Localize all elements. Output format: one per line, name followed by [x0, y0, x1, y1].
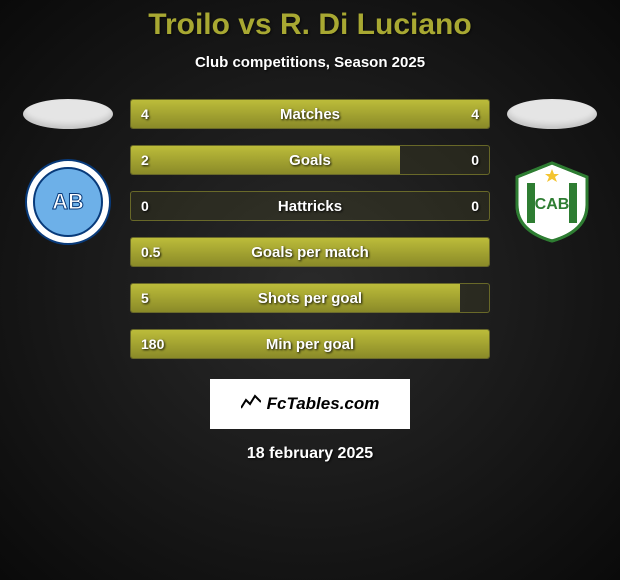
chart-icon — [241, 394, 261, 415]
stat-label: Matches — [131, 100, 489, 128]
club-badge-right: CAB — [509, 159, 595, 245]
source-logo-text: FcTables.com — [267, 394, 380, 414]
belgrano-badge-icon: AB — [25, 159, 111, 245]
club-badge-left: AB — [25, 159, 111, 245]
player-silhouette-right — [507, 99, 597, 129]
stat-row: 20Goals — [130, 145, 490, 175]
stat-label: Goals — [131, 146, 489, 174]
player-silhouette-left — [23, 99, 113, 129]
stat-row: 5Shots per goal — [130, 283, 490, 313]
page-title: Troilo vs R. Di Luciano — [0, 8, 620, 42]
stat-row: 00Hattricks — [130, 191, 490, 221]
left-player-col: AB — [18, 99, 118, 245]
right-player-col: CAB — [502, 99, 602, 245]
main-area: AB 44Matches 20Goals 00Hattricks 0.5Goals p… — [0, 99, 620, 359]
source-logo: FcTables.com — [210, 379, 410, 429]
stats-bars: 44Matches 20Goals 00Hattricks 0.5Goals per … — [130, 99, 490, 359]
stat-label: Min per goal — [131, 330, 489, 358]
stat-label: Goals per match — [131, 238, 489, 266]
svg-text:CAB: CAB — [535, 196, 570, 213]
stat-label: Hattricks — [131, 192, 489, 220]
date-label: 18 february 2025 — [0, 445, 620, 463]
svg-text:AB: AB — [52, 189, 84, 214]
comparison-card: Troilo vs R. Di Luciano Club competition… — [0, 0, 620, 580]
stat-row: 0.5Goals per match — [130, 237, 490, 267]
stat-label: Shots per goal — [131, 284, 489, 312]
stat-row: 44Matches — [130, 99, 490, 129]
banfield-badge-icon: CAB — [509, 159, 595, 245]
stat-row: 180Min per goal — [130, 329, 490, 359]
page-subtitle: Club competitions, Season 2025 — [0, 54, 620, 71]
